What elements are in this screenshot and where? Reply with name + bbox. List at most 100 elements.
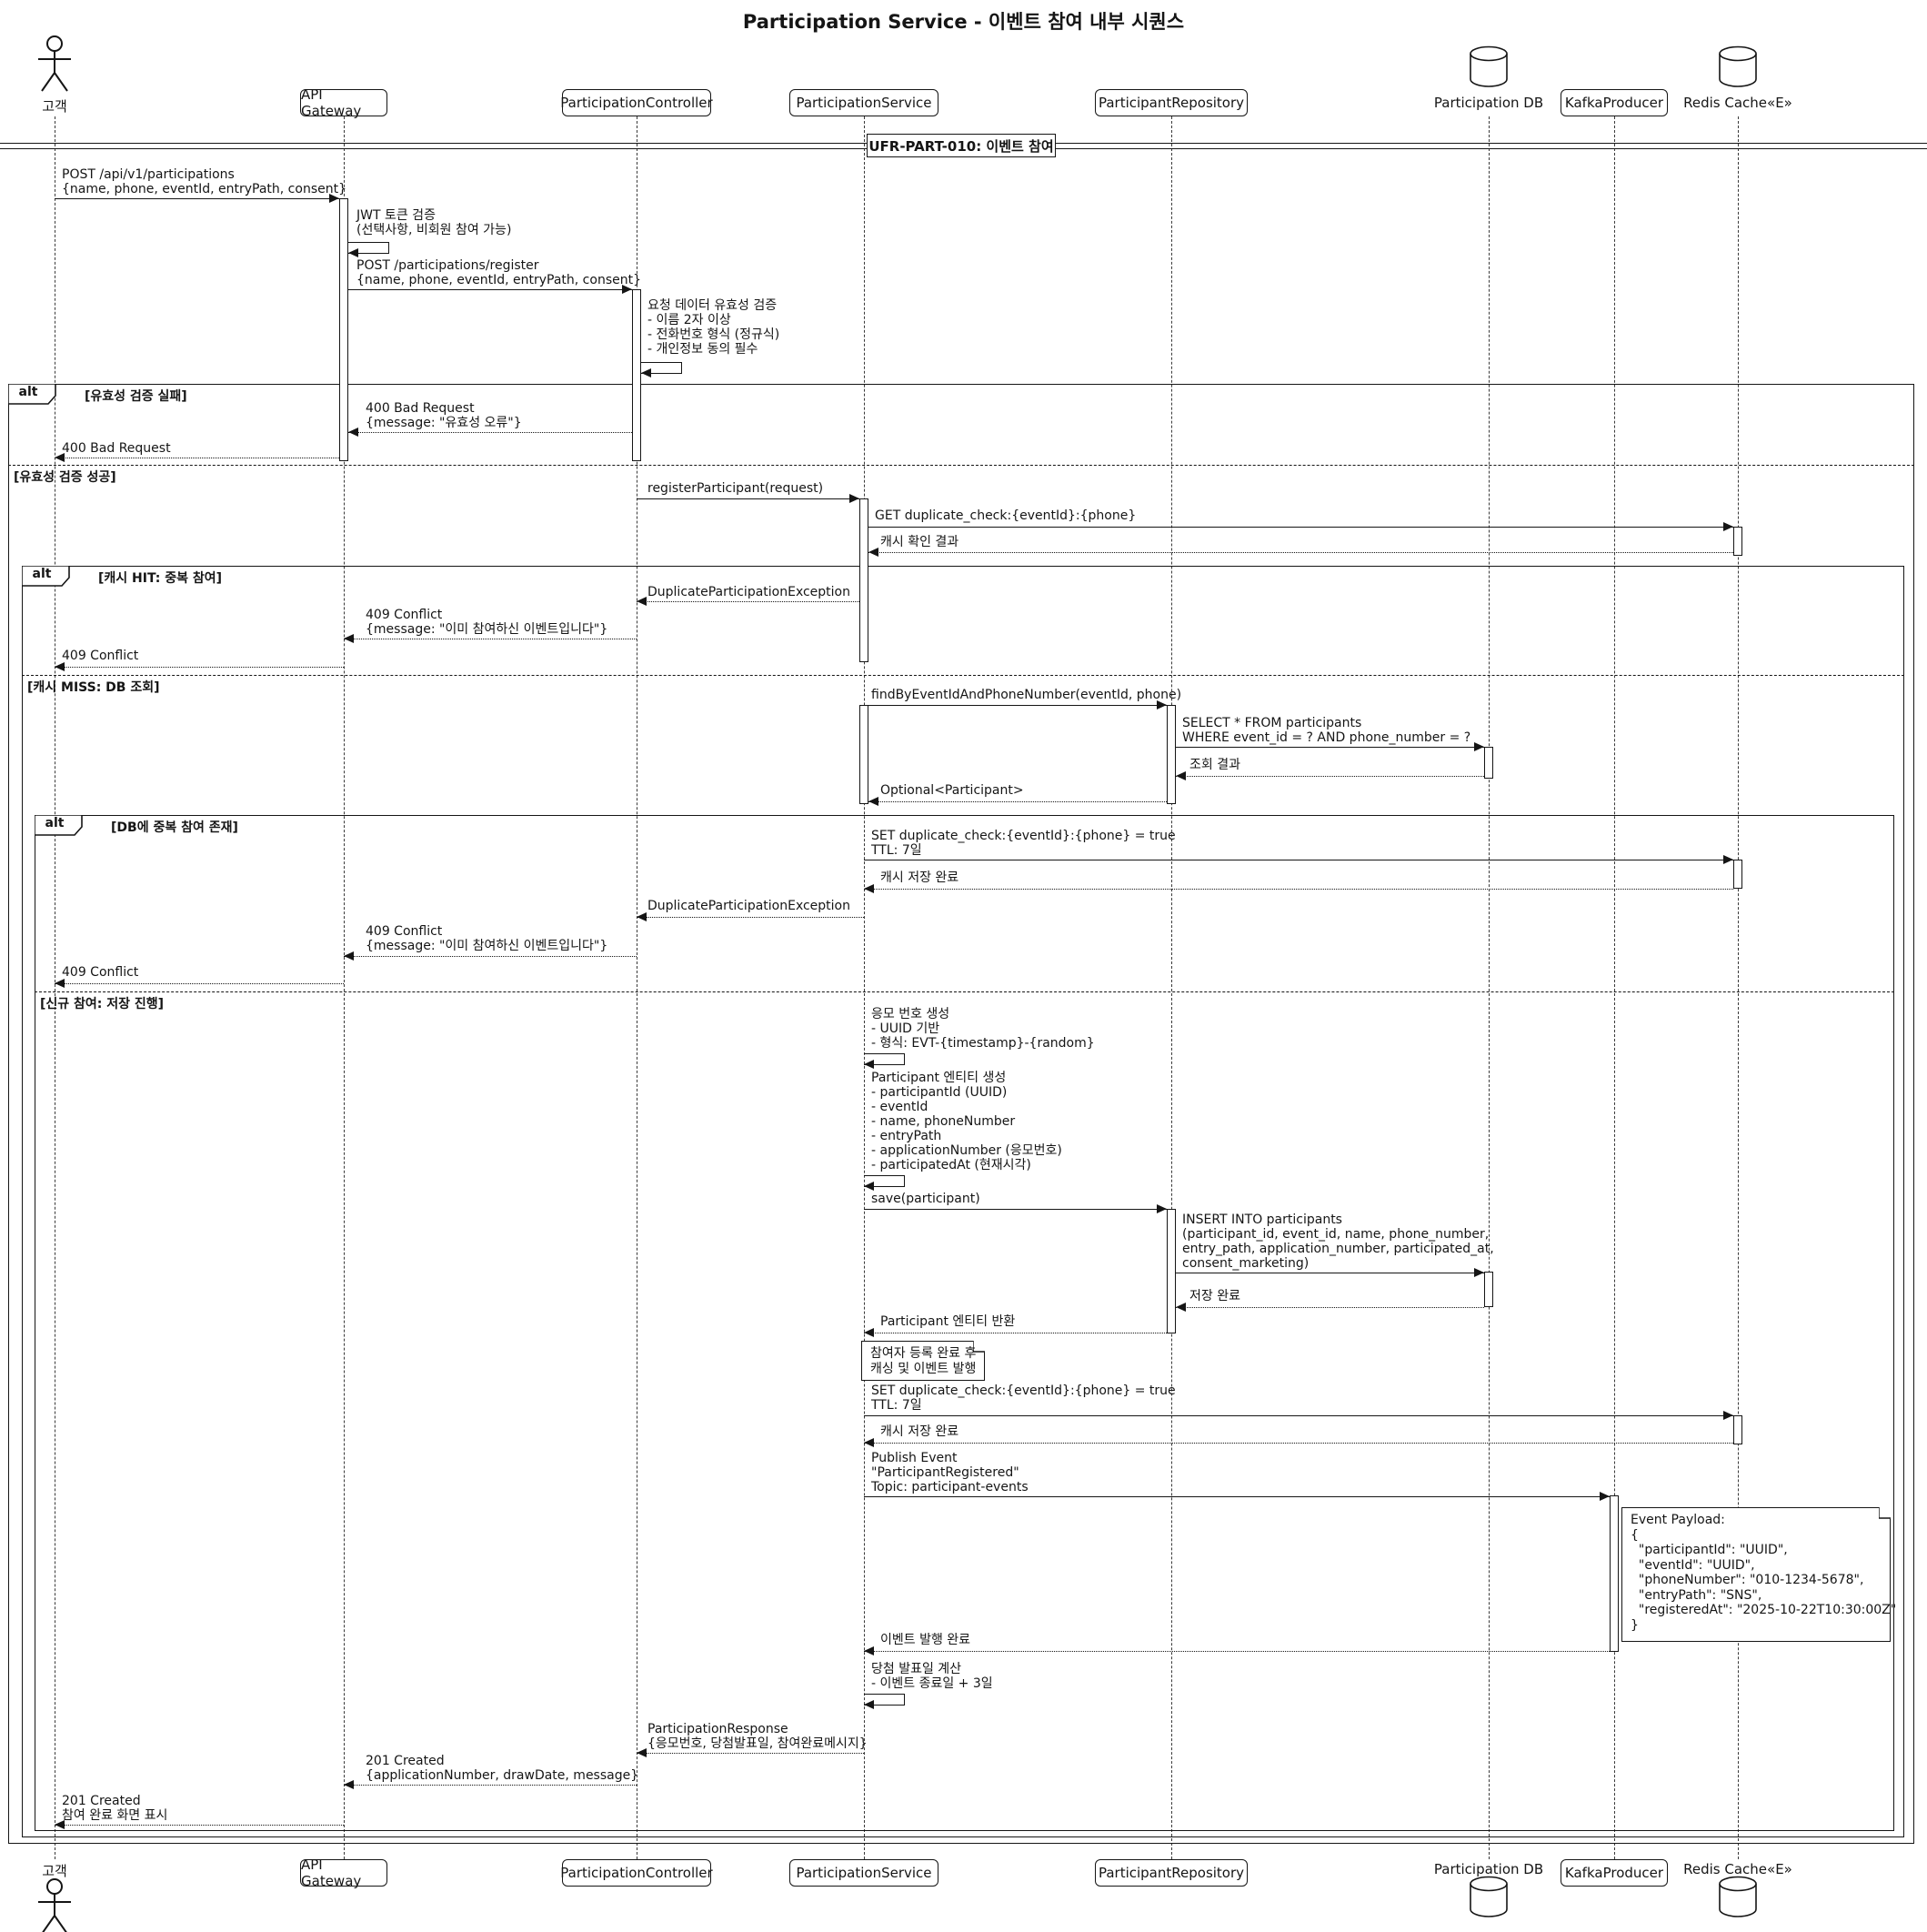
database-icon: [1718, 45, 1758, 91]
arrowhead-icon: [637, 597, 647, 606]
database-icon: [1469, 1876, 1509, 1921]
arrowhead-icon: [864, 1328, 874, 1337]
arrowhead-icon: [641, 368, 651, 377]
self-message-loop: [864, 1175, 905, 1187]
guard-validation-success: [유효성 검증 성공]: [14, 470, 116, 485]
guard-new-participation: [신규 참여: 저장 진행]: [40, 997, 165, 1011]
return-arrow: [864, 1443, 1733, 1444]
alt-frame-validation: [8, 384, 1914, 1844]
arrowhead-icon: [622, 285, 632, 294]
message-calc-draw-date: 당첨 발표일 계산 - 이벤트 종료일 + 3일: [871, 1662, 993, 1691]
message-dup-exception-cache: DuplicateParticipationException: [647, 585, 850, 599]
alt-operator: alt: [22, 566, 70, 587]
arrowhead-icon: [864, 1700, 874, 1709]
actor-customer-icon: [35, 35, 75, 102]
message-post-register: POST /participations/register {name, pho…: [356, 258, 641, 287]
message-bad-request: 400 Bad Request: [62, 441, 171, 456]
message-register-participant: registerParticipant(request): [647, 481, 824, 496]
lifeline-gateway: [344, 116, 345, 1859]
arrow: [868, 527, 1733, 528]
participant-service: ParticipationService: [789, 89, 938, 116]
note-fold-line: [973, 1341, 985, 1353]
note-fold-line: [1879, 1507, 1891, 1519]
arrowhead-icon: [55, 453, 65, 462]
lifeline-kafka: [1614, 116, 1615, 1859]
arrowhead-icon: [1157, 1204, 1167, 1213]
return-arrow: [344, 1785, 637, 1786]
arrowhead-icon: [55, 662, 65, 671]
note-fold-icon: [1879, 1507, 1891, 1519]
message-created-final: 201 Created 참여 완료 화면 표시: [62, 1794, 168, 1823]
activation-controller: [632, 289, 641, 461]
message-set-dup-check-1: SET duplicate_check:{eventId}:{phone} = …: [871, 829, 1176, 858]
arrowhead-icon: [1474, 1268, 1484, 1277]
note-fold-icon: [973, 1341, 985, 1353]
participant-db-label: Participation DB: [1433, 95, 1544, 111]
message-return-entity: Participant 엔티티 반환: [880, 1314, 1016, 1329]
return-arrow: [344, 956, 637, 957]
arrowhead-icon: [864, 1060, 874, 1069]
message-post-participations: POST /api/v1/participations {name, phone…: [62, 167, 346, 196]
message-save-participant: save(participant): [871, 1192, 980, 1206]
return-arrow: [868, 552, 1733, 553]
message-conflict-cache: 409 Conflict: [62, 649, 139, 663]
message-event-published: 이벤트 발행 완료: [880, 1633, 971, 1647]
participant-repository: ParticipantRepository: [1095, 89, 1248, 116]
arrow: [1176, 747, 1484, 748]
activation-redis-1: [1733, 527, 1742, 556]
self-message-loop: [348, 242, 389, 254]
arrowhead-icon: [864, 1182, 874, 1191]
message-set-dup-check-2: SET duplicate_check:{eventId}:{phone} = …: [871, 1384, 1176, 1413]
message-conflict-db: 409 Conflict: [62, 965, 139, 980]
activation-kafka: [1610, 1495, 1619, 1652]
arrow: [864, 705, 1167, 706]
message-cache-check-result: 캐시 확인 결과: [880, 535, 959, 549]
activation-repository-1: [1167, 705, 1176, 804]
return-arrow: [868, 801, 1167, 802]
section-divider-label: UFR-PART-010: 이벤트 참여: [867, 134, 1056, 157]
note-event-payload: Event Payload: { "participantId": "UUID"…: [1621, 1507, 1896, 1642]
lifeline-repository: [1171, 116, 1172, 1859]
message-participation-response: ParticipationResponse {응모번호, 당첨발표일, 참여완료…: [647, 1722, 868, 1751]
participant-service-bottom: ParticipationService: [789, 1859, 938, 1887]
self-message-loop: [641, 362, 682, 374]
arrowhead-icon: [344, 1780, 354, 1789]
message-bad-request-detail: 400 Bad Request {message: "유효성 오류"}: [366, 401, 522, 430]
alt-operator: alt: [35, 815, 83, 836]
arrowhead-icon: [1723, 855, 1733, 864]
participant-gateway-bottom: API Gateway: [300, 1857, 387, 1889]
lifeline-redis: [1738, 116, 1739, 1859]
arrowhead-icon: [1176, 1303, 1186, 1312]
activation-service-1: [859, 498, 868, 662]
guard-db-duplicate: [DB에 중복 참여 존재]: [111, 820, 238, 835]
diagram-title: Participation Service - 이벤트 참여 내부 시퀀스: [742, 11, 1185, 33]
message-query-result: 조회 결과: [1189, 758, 1240, 772]
arrow: [864, 1209, 1167, 1210]
arrowhead-icon: [1723, 1411, 1733, 1420]
arrow: [864, 1415, 1733, 1416]
message-create-entity: Participant 엔티티 생성 - participantId (UUID…: [871, 1071, 1062, 1172]
message-created-detail: 201 Created {applicationNumber, drawDate…: [366, 1754, 639, 1783]
return-arrow: [637, 917, 864, 918]
self-message-loop: [864, 1053, 905, 1065]
arrowhead-icon: [329, 194, 339, 203]
participant-gateway: API Gateway: [300, 86, 387, 119]
database-icon: [1718, 1876, 1758, 1921]
arrowhead-icon: [1474, 742, 1484, 751]
activation-repository-2: [1167, 1209, 1176, 1333]
participant-repository-bottom: ParticipantRepository: [1095, 1859, 1248, 1887]
return-arrow: [55, 1825, 344, 1826]
arrowhead-icon: [868, 548, 878, 557]
activation-db-1: [1484, 747, 1493, 779]
participant-kafka: KafkaProducer: [1561, 89, 1668, 116]
arrowhead-icon: [864, 1646, 874, 1655]
actor-customer-bottom-icon: [35, 1877, 75, 1932]
return-arrow: [55, 983, 344, 984]
message-conflict-detail-cache: 409 Conflict {message: "이미 참여하신 이벤트입니다"}: [366, 608, 608, 637]
participant-controller: ParticipationController: [560, 89, 713, 116]
return-arrow: [1176, 776, 1484, 777]
return-arrow: [348, 432, 632, 433]
arrowhead-icon: [348, 248, 358, 257]
actor-customer-label: 고객: [42, 98, 67, 115]
participant-redis-bottom-label: Redis Cache«E»: [1683, 1861, 1792, 1877]
